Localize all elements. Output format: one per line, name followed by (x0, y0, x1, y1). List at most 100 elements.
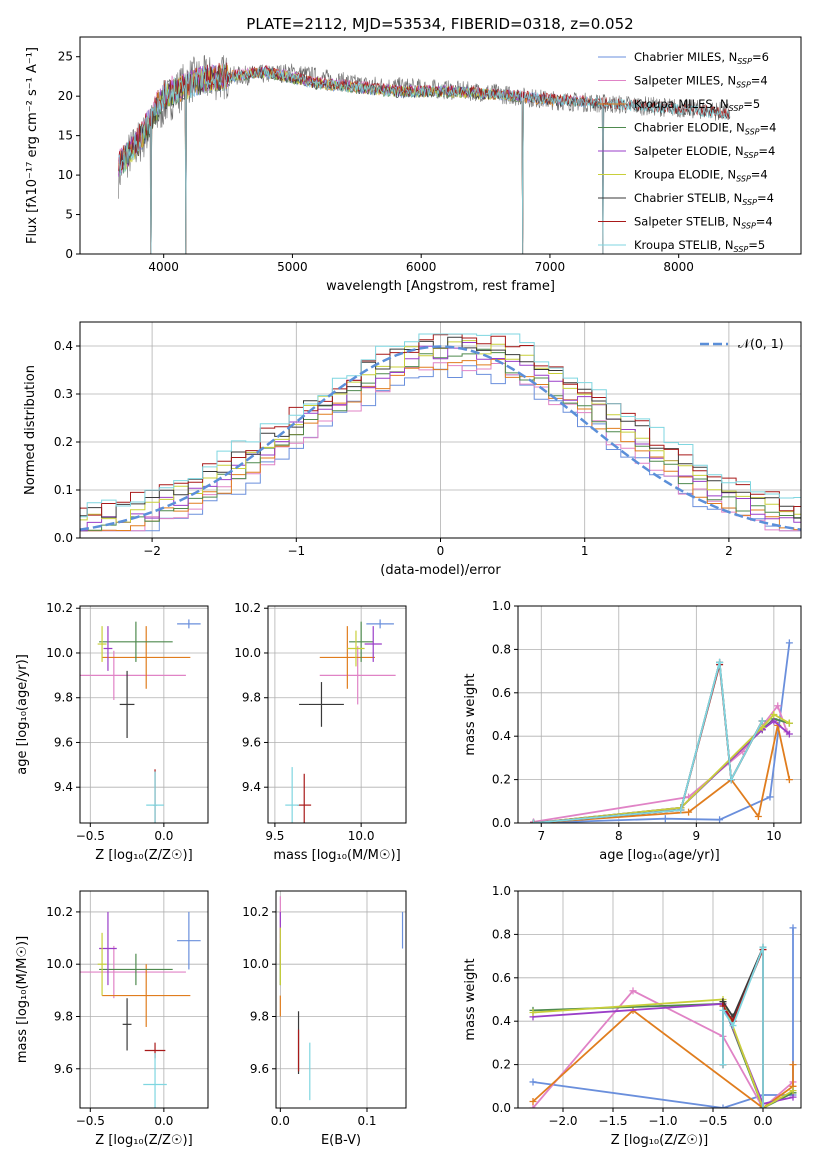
panel-age_vs_Z: −0.5 0.0 9.4 9.6 9.8 10.0 10.2 Z [log₁₀(Z/Z☉)] a… (15, 601, 209, 863)
x-tick-label: 0.0 (753, 1114, 772, 1128)
legend-label: Salpeter STELIB, NSSP=4 (634, 215, 773, 231)
plot-area (530, 639, 793, 823)
weight-marker (685, 808, 693, 816)
y-tick-label: 1.0 (492, 884, 511, 898)
spectrum-legend: Chabrier MILES, NSSP=6 Salpeter MILES, NS… (598, 50, 776, 254)
weight-marker (529, 1009, 537, 1017)
weight-marker (661, 815, 669, 823)
legend-label: Salpeter ELODIE, NSSP=4 (634, 144, 775, 160)
weight-marker (719, 1104, 727, 1108)
axes-frame (275, 890, 407, 1109)
weight-marker (774, 702, 782, 710)
weight-marker (754, 812, 762, 820)
histogram-step (80, 333, 801, 516)
x-tick-label: 10.0 (348, 829, 375, 843)
x-axis-label: Z [log₁₀(Z/Z☉)] (95, 848, 192, 863)
y-tick-label: 0.0 (492, 1101, 511, 1115)
x-axis-label: wavelength [Angstrom, rest frame] (326, 279, 555, 294)
x-axis-label: Z [log₁₀(Z/Z☉)] (95, 1133, 192, 1148)
x-tick-label: −0.5 (76, 1114, 105, 1128)
x-tick-label: 2 (725, 544, 733, 558)
y-axis-label: mass [log₁₀(M/M☉)] (15, 936, 30, 1063)
plot-area (80, 911, 201, 1108)
axes-frame (79, 890, 209, 1109)
weight-marker (727, 776, 735, 784)
axes-frame (517, 605, 802, 824)
weight-line (532, 1009, 794, 1108)
y-tick-label: 25 (58, 50, 73, 64)
weight-marker (770, 711, 778, 718)
y-tick-label: 9.6 (250, 1062, 269, 1076)
x-tick-label: 0 (437, 544, 445, 558)
x-tick-label: 6000 (406, 260, 437, 274)
legend-label: 𝒩(0, 1) (738, 336, 784, 351)
weight-marker (758, 724, 766, 732)
x-axis-label: Z [log₁₀(Z/Z☉)] (611, 1133, 708, 1148)
plot-area (80, 619, 201, 823)
weight-marker (770, 717, 778, 725)
weight-marker (759, 1104, 767, 1108)
weight-line (722, 947, 764, 1108)
y-axis-label: age [log₁₀(age/yr)] (15, 654, 30, 775)
x-tick-label: 8 (615, 829, 623, 843)
y-tick-label: 20 (58, 89, 73, 103)
x-tick-label: 0.0 (271, 1114, 290, 1128)
weight-line (533, 662, 763, 823)
panels: Chabrier MILES, NSSP=6 Salpeter MILES, NS… (15, 36, 802, 1148)
y-tick-label: 9.4 (242, 780, 261, 794)
y-tick-label: 10.0 (234, 646, 261, 660)
weight-marker (719, 1006, 727, 1014)
weight-marker (529, 1104, 537, 1108)
x-tick-label: −0.5 (76, 829, 105, 843)
panel-weight_vs_age: 7 8 9 10 0.0 0.2 0.4 0.6 0.8 1.0 age [log₁₀(age/yr… (463, 599, 802, 863)
axes-frame (79, 605, 209, 824)
y-tick-label: 10.0 (46, 957, 73, 971)
plot-area (279, 896, 404, 1101)
weight-marker (716, 816, 724, 823)
y-tick-label: 9.6 (54, 735, 73, 749)
y-tick-label: 10.2 (242, 905, 269, 919)
x-tick-label: 0.0 (154, 829, 173, 843)
x-tick-label: 0.0 (154, 1114, 173, 1128)
plot-area (118, 54, 731, 254)
panel-mass_vs_ebv: 0.0 0.1 9.6 9.8 10.0 10.2 E(B-V) (242, 890, 407, 1148)
plot-area (285, 619, 396, 823)
y-tick-label: 0.0 (54, 531, 73, 545)
y-axis-label: mass weight (463, 958, 478, 1040)
y-tick-label: 10.2 (46, 601, 73, 615)
weight-line (532, 998, 794, 1108)
histogram-step (80, 336, 801, 519)
y-tick-label: 0.4 (54, 339, 73, 353)
x-tick-label: −2 (143, 544, 161, 558)
y-axis-label: mass weight (463, 673, 478, 755)
histogram-step (80, 342, 801, 532)
y-tick-label: 10 (58, 168, 73, 182)
histogram-step (80, 365, 801, 532)
weight-line (533, 725, 791, 823)
weight-marker (716, 658, 724, 666)
weight-marker (785, 776, 793, 784)
weight-marker (530, 819, 538, 823)
weight-marker (785, 730, 793, 738)
x-tick-label: 4000 (148, 260, 179, 274)
y-tick-label: 0.2 (492, 1058, 511, 1072)
y-tick-label: 9.8 (242, 691, 261, 705)
y-tick-label: 0 (65, 247, 73, 261)
weight-marker (789, 1087, 797, 1095)
histogram-step (80, 348, 801, 532)
weight-marker (758, 717, 766, 725)
y-tick-label: 10.2 (46, 905, 73, 919)
panel-weight_vs_Z: −2.0 −1.5 −1.0 −0.5 0.0 0.0 0.2 0.4 0.6 0.8 1.0 Z [… (463, 884, 802, 1148)
x-tick-label: 7000 (535, 260, 566, 274)
y-tick-label: 1.0 (492, 599, 511, 613)
y-tick-label: 0.6 (492, 686, 511, 700)
y-tick-label: 9.8 (54, 1009, 73, 1023)
y-tick-label: 0.1 (54, 483, 73, 497)
x-tick-label: −2.0 (548, 1114, 577, 1128)
x-tick-label: −0.5 (698, 1114, 727, 1128)
x-axis-label: age [log₁₀(age/yr)] (599, 848, 720, 863)
y-tick-label: 5 (65, 208, 73, 222)
y-tick-label: 15 (58, 129, 73, 143)
y-tick-label: 0.2 (54, 435, 73, 449)
plot-area (80, 333, 801, 532)
